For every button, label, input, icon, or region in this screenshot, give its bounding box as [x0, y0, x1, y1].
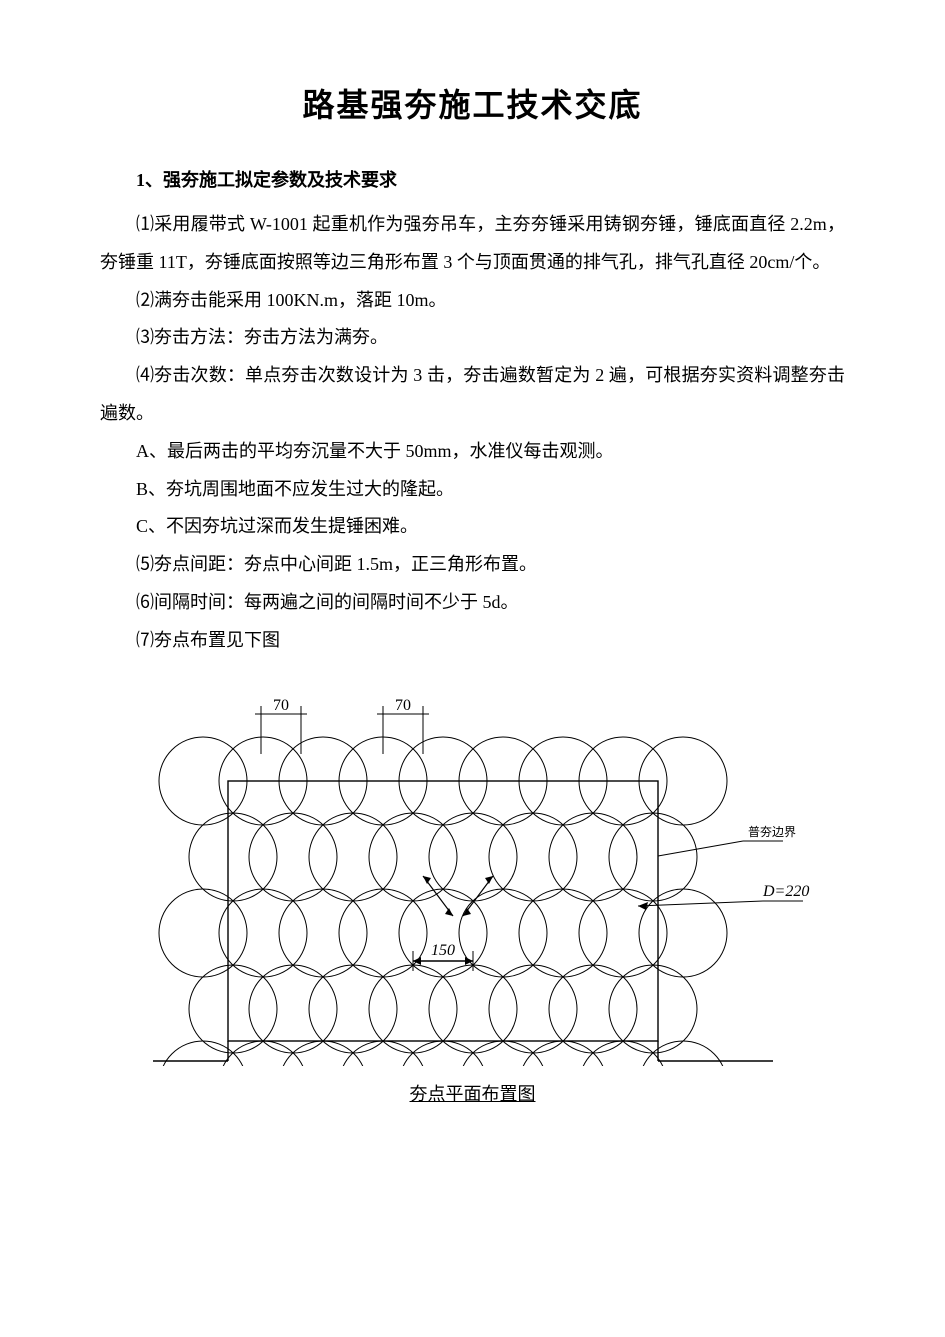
tamping-diagram: 70 70 150 普夯边界 D=220 — [133, 666, 813, 1066]
svg-text:70: 70 — [273, 697, 289, 714]
section1-p1: ⑴采用履带式 W-1001 起重机作为强夯吊车，主夯夯锤采用铸钢夯锤，锤底面直径… — [100, 206, 845, 282]
section1-p2: ⑵满夯击能采用 100KN.m，落距 10m。 — [100, 282, 845, 320]
section1-p3: ⑶夯击方法：夯击方法为满夯。 — [100, 319, 845, 357]
section1-p7: ⑺夯点布置见下图 — [100, 622, 845, 660]
svg-text:70: 70 — [395, 697, 411, 714]
section1-p6: ⑹间隔时间：每两遍之间的间隔时间不少于 5d。 — [100, 584, 845, 622]
page-title: 路基强夯施工技术交底 — [100, 80, 845, 126]
section1-pC: C、不因夯坑过深而发生提锤困难。 — [100, 508, 845, 546]
section1-heading: 1、强夯施工拟定参数及技术要求 — [100, 166, 845, 192]
section1-p4: ⑷夯击次数：单点夯击次数设计为 3 击，夯击遍数暂定为 2 遍，可根据夯实资料调… — [100, 357, 845, 433]
section1-pB: B、夯坑周围地面不应发生过大的隆起。 — [100, 471, 845, 509]
svg-text:150: 150 — [431, 942, 455, 959]
svg-text:普夯边界: 普夯边界 — [748, 825, 796, 839]
section1-pA: A、最后两击的平均夯沉量不大于 50mm，水准仪每击观测。 — [100, 433, 845, 471]
section1-p5: ⑸夯点间距：夯点中心间距 1.5m，正三角形布置。 — [100, 546, 845, 584]
diagram-caption: 夯点平面布置图 — [133, 1080, 813, 1106]
svg-text:D=220: D=220 — [762, 883, 809, 900]
diagram-container: 70 70 150 普夯边界 D=220 夯点平面布置图 — [133, 666, 813, 1106]
